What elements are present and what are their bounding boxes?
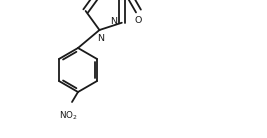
Text: N: N bbox=[97, 34, 104, 43]
Text: N: N bbox=[110, 17, 117, 26]
Text: O: O bbox=[135, 16, 142, 25]
Text: NO$_2$: NO$_2$ bbox=[58, 110, 77, 123]
